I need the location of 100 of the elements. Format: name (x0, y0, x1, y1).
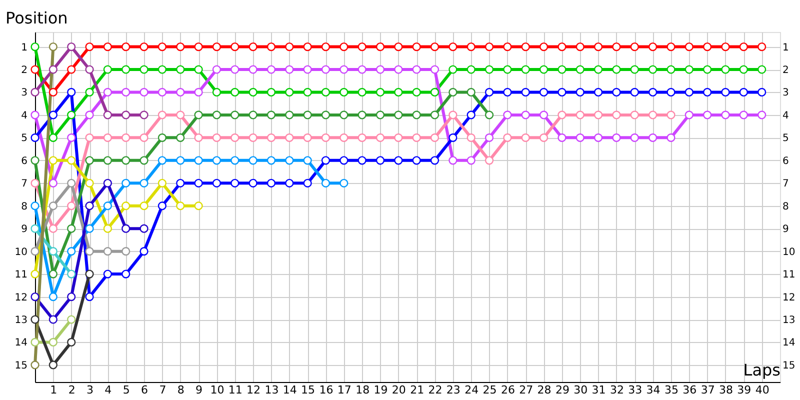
point (521, 110, 530, 120)
point (158, 110, 167, 120)
point (122, 42, 130, 52)
point (503, 110, 512, 120)
point (266, 156, 276, 165)
x-tick-label: 1 (50, 384, 58, 396)
point (248, 65, 258, 74)
point (394, 42, 403, 52)
point (230, 178, 240, 188)
point (558, 133, 566, 142)
point (194, 88, 203, 97)
point (103, 270, 112, 278)
point (48, 42, 58, 52)
point (67, 224, 76, 233)
point (285, 88, 294, 97)
point (666, 133, 676, 142)
point (340, 156, 348, 165)
point (703, 42, 712, 52)
point (684, 110, 694, 120)
point (48, 110, 58, 120)
point (285, 65, 294, 74)
point (484, 133, 494, 142)
point (230, 110, 240, 120)
point (630, 88, 639, 97)
point (285, 178, 294, 188)
y-tick-label: 11 (14, 270, 28, 281)
point (48, 247, 58, 256)
point (30, 110, 40, 120)
point (666, 65, 676, 74)
point (739, 88, 748, 97)
x-tick-label: 30 (574, 384, 588, 396)
point (303, 178, 312, 188)
point (576, 65, 584, 74)
x-tick-label: 8 (177, 384, 184, 396)
point (321, 156, 330, 165)
x-tick-label: 4 (104, 384, 112, 396)
point (630, 110, 639, 120)
point (648, 65, 658, 74)
point (103, 247, 112, 256)
point (176, 88, 185, 97)
y2-tick-label: 12 (782, 292, 796, 304)
point (666, 88, 676, 97)
y-tick-label: 14 (14, 338, 28, 349)
point (394, 88, 403, 97)
point (266, 133, 276, 142)
point (303, 156, 312, 165)
x-tick-label: 10 (210, 384, 224, 396)
point (103, 178, 112, 188)
x-tick-label: 36 (682, 384, 697, 396)
point (558, 88, 566, 97)
point (103, 156, 112, 165)
point (684, 42, 694, 52)
point (285, 133, 294, 142)
point (140, 202, 148, 210)
y-tick-label: 3 (21, 88, 28, 99)
point (376, 42, 385, 52)
point (212, 133, 222, 142)
point (194, 65, 203, 74)
point (230, 133, 240, 142)
x-tick-label: 20 (392, 384, 406, 396)
x-tick-label: 17 (337, 384, 352, 396)
point (176, 178, 185, 188)
point (67, 88, 76, 97)
y2-tick-label: 2 (782, 65, 789, 76)
point (648, 42, 658, 52)
y2-tick-label: 10 (782, 246, 796, 258)
x-tick-label: 5 (122, 384, 130, 396)
point (430, 156, 440, 165)
point (503, 88, 512, 97)
point (558, 110, 566, 120)
point (739, 65, 748, 74)
point (230, 42, 240, 52)
y2-tick-label: 6 (782, 156, 789, 167)
point (412, 42, 421, 52)
y2-tick-label: 13 (782, 315, 796, 326)
y-tick-label: 6 (21, 156, 28, 167)
point (30, 202, 40, 210)
point (703, 88, 712, 97)
point (230, 156, 240, 165)
point (630, 42, 639, 52)
x-axis-title: Laps (743, 360, 780, 380)
point (521, 65, 530, 74)
point (176, 156, 185, 165)
point (48, 133, 58, 142)
y-tick-label: 15 (14, 360, 28, 372)
point (321, 65, 330, 74)
point (85, 65, 94, 74)
point (521, 42, 530, 52)
y-tick-label: 2 (21, 65, 28, 76)
point (448, 65, 458, 74)
point (103, 133, 112, 142)
y-tick-label: 7 (21, 178, 28, 190)
point (212, 110, 222, 120)
point (394, 110, 403, 120)
x-tick-label: 2 (68, 384, 76, 396)
point (212, 65, 222, 74)
point (466, 42, 476, 52)
x-tick-label: 32 (610, 384, 624, 396)
point (666, 110, 676, 120)
point (466, 133, 476, 142)
